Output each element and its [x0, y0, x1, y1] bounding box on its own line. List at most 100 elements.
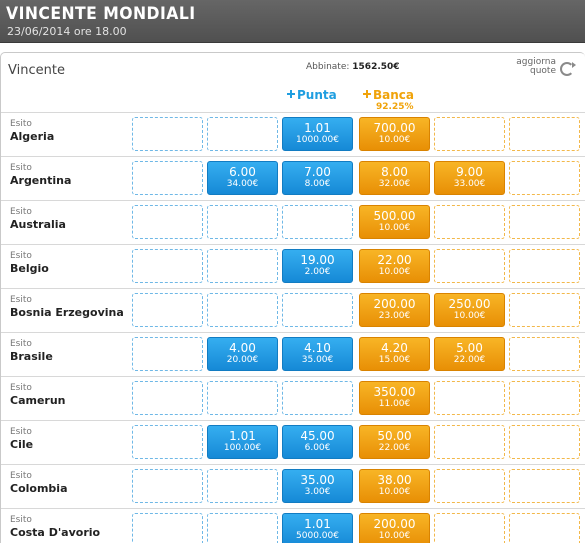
- lay-odds-button[interactable]: 5.00 22.00€: [434, 337, 505, 371]
- back-empty-slot[interactable]: [207, 513, 278, 543]
- odds-value: 4.10: [304, 341, 331, 355]
- back-odds-button[interactable]: 6.00 34.00€: [207, 161, 278, 195]
- event-datetime: 23/06/2014 ore 18.00: [7, 25, 127, 38]
- plus-icon: [287, 90, 295, 98]
- odds-value: 38.00: [377, 473, 412, 487]
- lay-column-header: Banca: [363, 88, 414, 102]
- runner-label: Esito: [10, 119, 32, 129]
- back-empty-slot[interactable]: [207, 117, 278, 151]
- lay-empty-slot[interactable]: [509, 425, 580, 459]
- refresh-icon: [560, 62, 576, 76]
- runner-row: Esito Costa D'avorio 1.01 5000.00€ 200.00 10.…: [1, 508, 585, 543]
- runner-row: Esito Cile 1.01 100.00€ 45.00 6.00€ 50.00 22.00…: [1, 420, 585, 464]
- lay-odds-button[interactable]: 500.00 10.00€: [359, 205, 430, 239]
- runner-label: Esito: [10, 515, 32, 525]
- back-odds-button[interactable]: 4.10 35.00€: [282, 337, 353, 371]
- refresh-odds-button[interactable]: aggiorna quote: [510, 58, 580, 80]
- back-empty-slot[interactable]: [132, 337, 203, 371]
- odds-value: 1.01: [304, 517, 331, 531]
- lay-empty-slot[interactable]: [509, 469, 580, 503]
- runner-label: Esito: [10, 163, 32, 173]
- runner-name: Belgio: [10, 262, 49, 275]
- runner-name: Camerun: [10, 394, 66, 407]
- lay-empty-slot[interactable]: [509, 381, 580, 415]
- lay-empty-slot[interactable]: [434, 513, 505, 543]
- stake-value: 32.00€: [378, 179, 411, 189]
- lay-empty-slot[interactable]: [509, 117, 580, 151]
- back-empty-slot[interactable]: [207, 381, 278, 415]
- lay-empty-slot[interactable]: [509, 249, 580, 283]
- back-empty-slot[interactable]: [282, 293, 353, 327]
- lay-odds-button[interactable]: 700.00 10.00€: [359, 117, 430, 151]
- runner-label: Esito: [10, 471, 32, 481]
- lay-empty-slot[interactable]: [509, 337, 580, 371]
- odds-value: 200.00: [373, 517, 416, 531]
- odds-value: 22.00: [377, 253, 412, 267]
- runner-name: Algeria: [10, 130, 55, 143]
- back-empty-slot[interactable]: [282, 381, 353, 415]
- back-odds-button[interactable]: 19.00 2.00€: [282, 249, 353, 283]
- lay-empty-slot[interactable]: [434, 249, 505, 283]
- back-odds-button[interactable]: 7.00 8.00€: [282, 161, 353, 195]
- back-odds-button[interactable]: 45.00 6.00€: [282, 425, 353, 459]
- lay-odds-button[interactable]: 200.00 23.00€: [359, 293, 430, 327]
- lay-odds-button[interactable]: 200.00 10.00€: [359, 513, 430, 543]
- back-empty-slot[interactable]: [207, 249, 278, 283]
- back-empty-slot[interactable]: [132, 249, 203, 283]
- back-empty-slot[interactable]: [132, 161, 203, 195]
- back-odds-button[interactable]: 1.01 5000.00€: [282, 513, 353, 543]
- runner-row: Esito Colombia 35.00 3.00€ 38.00 10.00€: [1, 464, 585, 508]
- back-empty-slot[interactable]: [132, 425, 203, 459]
- back-odds-button[interactable]: 1.01 1000.00€: [282, 117, 353, 151]
- back-empty-slot[interactable]: [132, 381, 203, 415]
- lay-empty-slot[interactable]: [434, 117, 505, 151]
- back-odds-button[interactable]: 4.00 20.00€: [207, 337, 278, 371]
- market-header: Vincente Abbinate: 1562.50€ aggiorna quo…: [1, 53, 585, 113]
- runner-name: Bosnia Erzegovina: [10, 306, 124, 319]
- page-header: VINCENTE MONDIALI 23/06/2014 ore 18.00: [0, 0, 585, 43]
- back-empty-slot[interactable]: [132, 117, 203, 151]
- back-empty-slot[interactable]: [207, 469, 278, 503]
- back-empty-slot[interactable]: [282, 205, 353, 239]
- runner-label: Esito: [10, 295, 32, 305]
- back-empty-slot[interactable]: [132, 469, 203, 503]
- back-empty-slot[interactable]: [132, 513, 203, 543]
- stake-value: 10.00€: [378, 135, 411, 145]
- stake-value: 22.00€: [378, 443, 411, 453]
- back-odds-button[interactable]: 35.00 3.00€: [282, 469, 353, 503]
- lay-empty-slot[interactable]: [434, 205, 505, 239]
- odds-value: 1.01: [304, 121, 331, 135]
- market-name: Vincente: [8, 63, 65, 78]
- runner-row: Esito Bosnia Erzegovina 200.00 23.00€ 250.00…: [1, 288, 585, 332]
- lay-odds-button[interactable]: 8.00 32.00€: [359, 161, 430, 195]
- lay-empty-slot[interactable]: [434, 469, 505, 503]
- lay-odds-button[interactable]: 38.00 10.00€: [359, 469, 430, 503]
- lay-empty-slot[interactable]: [509, 161, 580, 195]
- lay-odds-button[interactable]: 250.00 10.00€: [434, 293, 505, 327]
- lay-odds-button[interactable]: 350.00 11.00€: [359, 381, 430, 415]
- matched-value: 1562.50€: [352, 62, 400, 72]
- lay-empty-slot[interactable]: [434, 381, 505, 415]
- back-empty-slot[interactable]: [132, 205, 203, 239]
- lay-odds-button[interactable]: 50.00 22.00€: [359, 425, 430, 459]
- lay-empty-slot[interactable]: [509, 205, 580, 239]
- runner-label: Esito: [10, 339, 32, 349]
- back-empty-slot[interactable]: [207, 293, 278, 327]
- lay-empty-slot[interactable]: [509, 513, 580, 543]
- back-empty-slot[interactable]: [207, 205, 278, 239]
- back-empty-slot[interactable]: [132, 293, 203, 327]
- lay-empty-slot[interactable]: [509, 293, 580, 327]
- lay-empty-slot[interactable]: [434, 425, 505, 459]
- lay-odds-button[interactable]: 22.00 10.00€: [359, 249, 430, 283]
- runner-row: Esito Algeria 1.01 1000.00€ 700.00 10.00€: [1, 112, 585, 156]
- stake-value: 10.00€: [378, 223, 411, 233]
- odds-value: 8.00: [381, 165, 408, 179]
- runner-row: Esito Argentina 6.00 34.00€ 7.00 8.00€ 8.00 32.…: [1, 156, 585, 200]
- lay-column-label: Banca: [373, 88, 414, 102]
- lay-odds-button[interactable]: 4.20 15.00€: [359, 337, 430, 371]
- runner-row: Esito Australia 500.00 10.00€: [1, 200, 585, 244]
- stake-value: 35.00€: [301, 355, 334, 365]
- back-odds-button[interactable]: 1.01 100.00€: [207, 425, 278, 459]
- lay-odds-button[interactable]: 9.00 33.00€: [434, 161, 505, 195]
- stake-value: 23.00€: [378, 311, 411, 321]
